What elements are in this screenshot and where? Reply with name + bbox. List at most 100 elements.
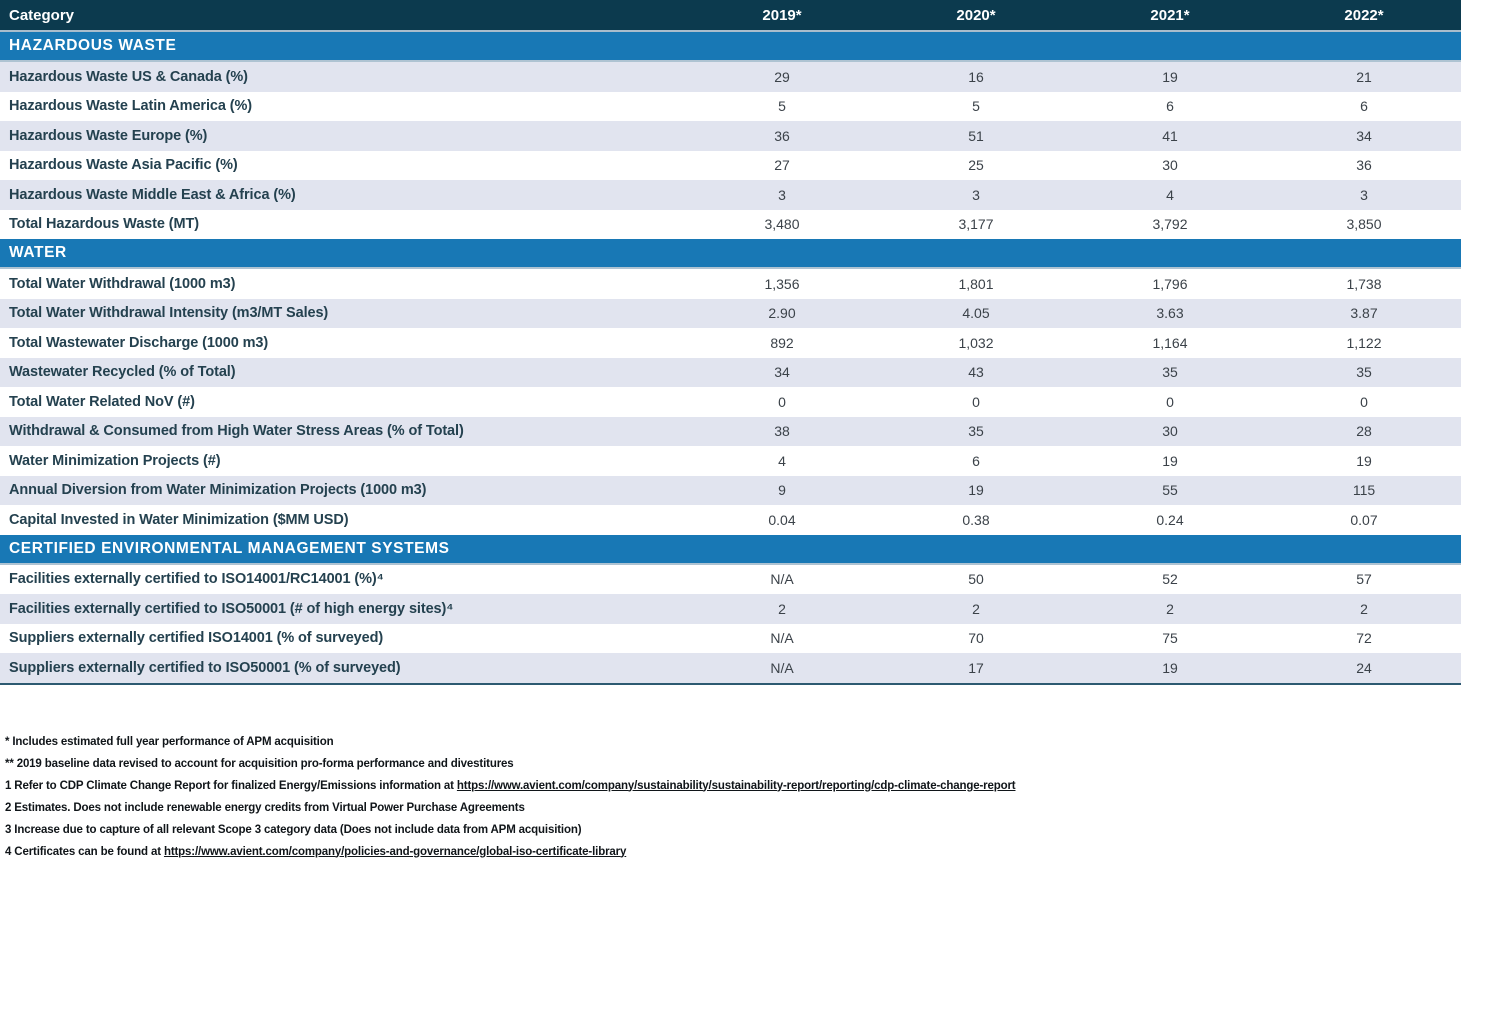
footnote-line: 3 Increase due to capture of all relevan… [5, 819, 1494, 841]
section-title: WATER [9, 244, 67, 261]
footnote-line: 2 Estimates. Does not include renewable … [5, 797, 1494, 819]
row-label: Water Minimization Projects (#) [9, 452, 221, 469]
table-row: Hazardous Waste Asia Pacific (%) 27 25 30 36 [0, 150, 1461, 180]
column-header-2022: 2022* [1344, 6, 1384, 24]
value-cell: 55 [1162, 482, 1178, 499]
value-cell: 19 [1162, 68, 1178, 85]
value-cell: 5 [972, 98, 980, 115]
value-cell: 21 [1356, 68, 1372, 85]
footnote-line: 1 Refer to CDP Climate Change Report for… [5, 775, 1494, 797]
table-row: Suppliers externally certified to ISO500… [0, 653, 1461, 683]
value-cell: 2 [1360, 600, 1368, 617]
table-row: Total Wastewater Discharge (1000 m3) 892 1… [0, 328, 1461, 358]
table-row: Withdrawal & Consumed from High Water St… [0, 416, 1461, 446]
value-cell: 892 [770, 334, 794, 351]
section-header-row: WATER [0, 239, 1461, 269]
value-cell: 16 [968, 68, 984, 85]
value-cell: 9 [778, 482, 786, 499]
value-cell: 35 [1162, 364, 1178, 381]
footnote-text: 4 Certificates can be found at [5, 845, 164, 858]
table-row: Total Water Withdrawal Intensity (m3/MT … [0, 298, 1461, 328]
value-cell: 2 [972, 600, 980, 617]
row-label: Hazardous Waste Latin America (%) [9, 98, 252, 115]
value-cell: 3.63 [1156, 305, 1184, 322]
table-row: Capital Invested in Water Minimization (… [0, 505, 1461, 535]
value-cell: 0.04 [768, 511, 796, 528]
value-cell: 29 [774, 68, 790, 85]
column-header-2021: 2021* [1150, 6, 1190, 24]
row-label: Suppliers externally certified ISO14001 … [9, 630, 384, 647]
value-cell: 4 [778, 452, 786, 469]
value-cell: 0.24 [1156, 511, 1184, 528]
value-cell: 1,801 [958, 275, 994, 292]
value-cell: 38 [774, 423, 790, 440]
value-cell: N/A [770, 571, 794, 588]
value-cell: 0 [778, 393, 786, 410]
value-cell: 57 [1356, 571, 1372, 588]
value-cell: 72 [1356, 630, 1372, 647]
value-cell: 52 [1162, 571, 1178, 588]
row-label: Facilities externally certified to ISO14… [9, 571, 384, 588]
value-cell: 1,356 [764, 275, 800, 292]
value-cell: 2 [778, 600, 786, 617]
footnote-text: 1 Refer to CDP Climate Change Report for… [5, 779, 457, 792]
value-cell: 24 [1356, 659, 1372, 676]
value-cell: 3 [1360, 186, 1368, 203]
row-label: Total Water Related NoV (#) [9, 393, 195, 410]
row-label: Capital Invested in Water Minimization (… [9, 511, 349, 528]
value-cell: 2 [1166, 600, 1174, 617]
value-cell: 1,164 [1152, 334, 1188, 351]
row-label: Total Hazardous Waste (MT) [9, 216, 199, 233]
value-cell: 3,850 [1346, 216, 1382, 233]
value-cell: 6 [1360, 98, 1368, 115]
footnote-line: ** 2019 baseline data revised to account… [5, 753, 1494, 775]
row-label: Hazardous Waste US & Canada (%) [9, 68, 248, 85]
table-row: Hazardous Waste US & Canada (%) 29 16 19 21 [0, 62, 1461, 92]
value-cell: 115 [1352, 482, 1376, 499]
footnote-line: 4 Certificates can be found at https://w… [5, 841, 1494, 863]
value-cell: 35 [1356, 364, 1372, 381]
row-label: Total Wastewater Discharge (1000 m3) [9, 334, 269, 351]
environmental-data-table: Category 2019* 2020* 2021* 2022* HAZARDO… [0, 0, 1461, 685]
table-row: Hazardous Waste Latin America (%) 5 5 6 6 [0, 91, 1461, 121]
value-cell: 41 [1162, 127, 1178, 144]
value-cell: 0.07 [1350, 511, 1378, 528]
row-label: Annual Diversion from Water Minimization… [9, 482, 427, 499]
value-cell: 25 [968, 157, 984, 174]
value-cell: 4 [1166, 186, 1174, 203]
table-row: Wastewater Recycled (% of Total) 34 43 35 35 [0, 357, 1461, 387]
value-cell: 0 [1360, 393, 1368, 410]
value-cell: 5 [778, 98, 786, 115]
value-cell: 19 [1356, 452, 1372, 469]
value-cell: 17 [968, 659, 984, 676]
table-row: Facilities externally certified to ISO50… [0, 594, 1461, 624]
table-row: Hazardous Waste Europe (%) 36 51 41 34 [0, 121, 1461, 151]
footnotes: * Includes estimated full year performan… [0, 731, 1494, 863]
value-cell: 34 [774, 364, 790, 381]
section-header-row: CERTIFIED ENVIRONMENTAL MANAGEMENT SYSTE… [0, 534, 1461, 565]
value-cell: 1,032 [958, 334, 994, 351]
footnote-link[interactable]: https://www.avient.com/company/sustainab… [456, 779, 1016, 792]
row-label: Hazardous Waste Asia Pacific (%) [9, 157, 238, 174]
value-cell: 0 [972, 393, 980, 410]
value-cell: 19 [1162, 659, 1178, 676]
value-cell: 0.38 [962, 511, 990, 528]
value-cell: 1,738 [1346, 275, 1382, 292]
table-row: Facilities externally certified to ISO14… [0, 564, 1461, 594]
footnote-text: ** 2019 baseline data revised to account… [5, 757, 514, 770]
value-cell: 3,792 [1152, 216, 1188, 233]
column-header-2020: 2020* [956, 6, 996, 24]
value-cell: 36 [774, 127, 790, 144]
footnote-text: * Includes estimated full year performan… [5, 735, 334, 748]
value-cell: 36 [1356, 157, 1372, 174]
table-row: Water Minimization Projects (#) 4 6 19 19 [0, 446, 1461, 476]
value-cell: 19 [1162, 452, 1178, 469]
footnote-link[interactable]: https://www.avient.com/company/policies-… [163, 845, 627, 858]
value-cell: 0 [1166, 393, 1174, 410]
table-row: Hazardous Waste Middle East & Africa (%)… [0, 180, 1461, 210]
row-label: Hazardous Waste Middle East & Africa (%) [9, 186, 296, 203]
row-label: Suppliers externally certified to ISO500… [9, 659, 401, 676]
value-cell: 27 [774, 157, 790, 174]
value-cell: 70 [968, 630, 984, 647]
